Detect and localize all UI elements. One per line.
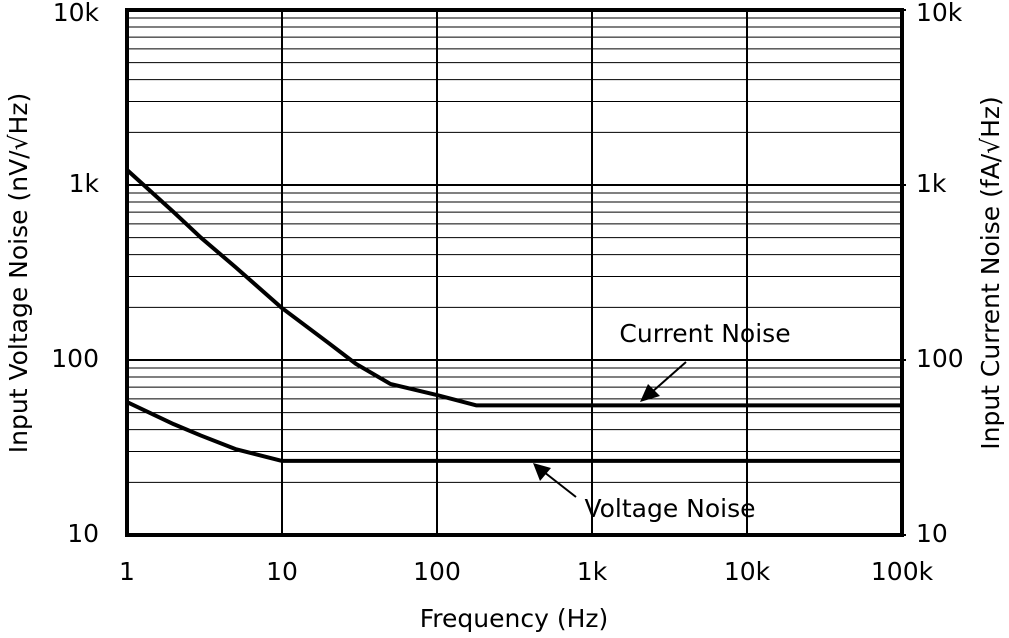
annotation-arrow — [543, 471, 577, 498]
x-axis-label: Frequency (Hz) — [420, 604, 609, 633]
y2-axis-label: Input Current Noise (fA/√Hz) — [976, 96, 1005, 450]
x-tick-label: 100 — [413, 557, 461, 586]
x-tick-label: 1 — [119, 557, 135, 586]
plot-frame — [125, 8, 904, 537]
x-tick-label: 10k — [724, 557, 771, 586]
y-tick-label: 10k — [53, 0, 100, 27]
series-line — [126, 400, 902, 463]
y-tick-label: 1k — [69, 169, 100, 198]
y-axis-label: Input Voltage Noise (nV/√Hz) — [4, 93, 33, 453]
y2-tick-label: 1k — [916, 169, 947, 198]
annotation: Voltage Noise — [584, 494, 755, 523]
y-tick-label: 100 — [51, 344, 99, 373]
y2-tick-label: 10k — [916, 0, 963, 27]
series-line — [125, 168, 902, 408]
y-tick-label: 10 — [67, 519, 99, 548]
x-tick-label: 10 — [266, 557, 298, 586]
x-tick-label: 1k — [577, 557, 608, 586]
annotation: Current Noise — [619, 319, 790, 348]
y2-tick-label: 10 — [916, 519, 948, 548]
x-tick-label: 100k — [871, 557, 934, 586]
arrow-head — [640, 384, 660, 402]
arrow-head — [533, 463, 551, 481]
y2-tick-label: 100 — [916, 344, 964, 373]
